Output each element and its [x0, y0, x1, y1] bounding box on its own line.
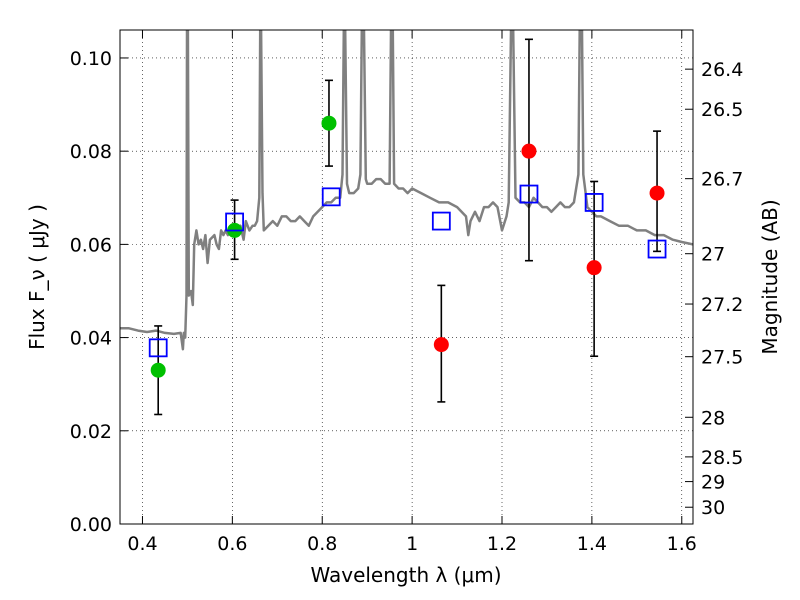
tick-labels: 0.4 0.6 0.8 1 1.2 1.4 1.6 0.00 0.02 0.04 0.06 0.08 0…	[70, 48, 744, 555]
x-tick-label: 0.8	[307, 533, 337, 555]
x-tick-label: 0.4	[127, 533, 157, 555]
right-tick-label: 29	[701, 472, 725, 494]
right-tick-label: 26.4	[701, 59, 743, 81]
x-tick-label: 1.2	[487, 533, 517, 555]
data-point	[521, 143, 537, 159]
right-tick-label: 28	[701, 407, 725, 429]
x-tick-label: 1	[406, 533, 418, 555]
model-point	[584, 193, 604, 212]
data-point	[433, 337, 449, 353]
y-tick-label: 0.00	[70, 514, 112, 536]
model-point	[321, 187, 341, 207]
y-tick-label: 0.02	[70, 421, 112, 443]
y-tick-label: 0.04	[70, 328, 112, 350]
model-point	[225, 212, 245, 232]
right-tick-label: 27.5	[701, 347, 743, 369]
y-axis-title: Flux F_ν ( μJy )	[25, 204, 49, 350]
y-tick-label: 0.06	[70, 234, 112, 256]
data-point	[321, 115, 337, 131]
spectrum-layer	[120, 30, 693, 351]
data-point	[150, 362, 166, 378]
x-tick-label: 1.6	[667, 533, 697, 555]
right-tick-label: 30	[701, 497, 725, 519]
plot-area	[120, 30, 693, 524]
y-tick-label: 0.10	[70, 48, 112, 70]
data-point	[649, 185, 665, 201]
x-tick-label: 1.4	[577, 533, 607, 555]
spectrum-line	[120, 30, 693, 351]
right-tick-label: 28.5	[701, 447, 743, 469]
marker-layer	[148, 115, 667, 378]
right-axis-title: Magnitude (AB)	[758, 199, 782, 354]
model-point	[431, 211, 451, 231]
data-point	[586, 260, 602, 276]
model-point	[647, 239, 667, 259]
right-tick-label: 26.7	[701, 169, 743, 191]
plot-frame	[119, 29, 694, 525]
y-tick-label: 0.08	[70, 141, 112, 163]
x-tick-label: 0.6	[217, 533, 247, 555]
model-point	[519, 184, 539, 204]
model-point	[148, 338, 168, 358]
right-tick-label: 27	[701, 244, 725, 266]
axis-ticks	[120, 30, 693, 525]
right-tick-label: 27.2	[701, 294, 743, 316]
x-axis-title: Wavelength λ (μm)	[310, 563, 501, 587]
right-tick-label: 26.5	[701, 99, 743, 121]
